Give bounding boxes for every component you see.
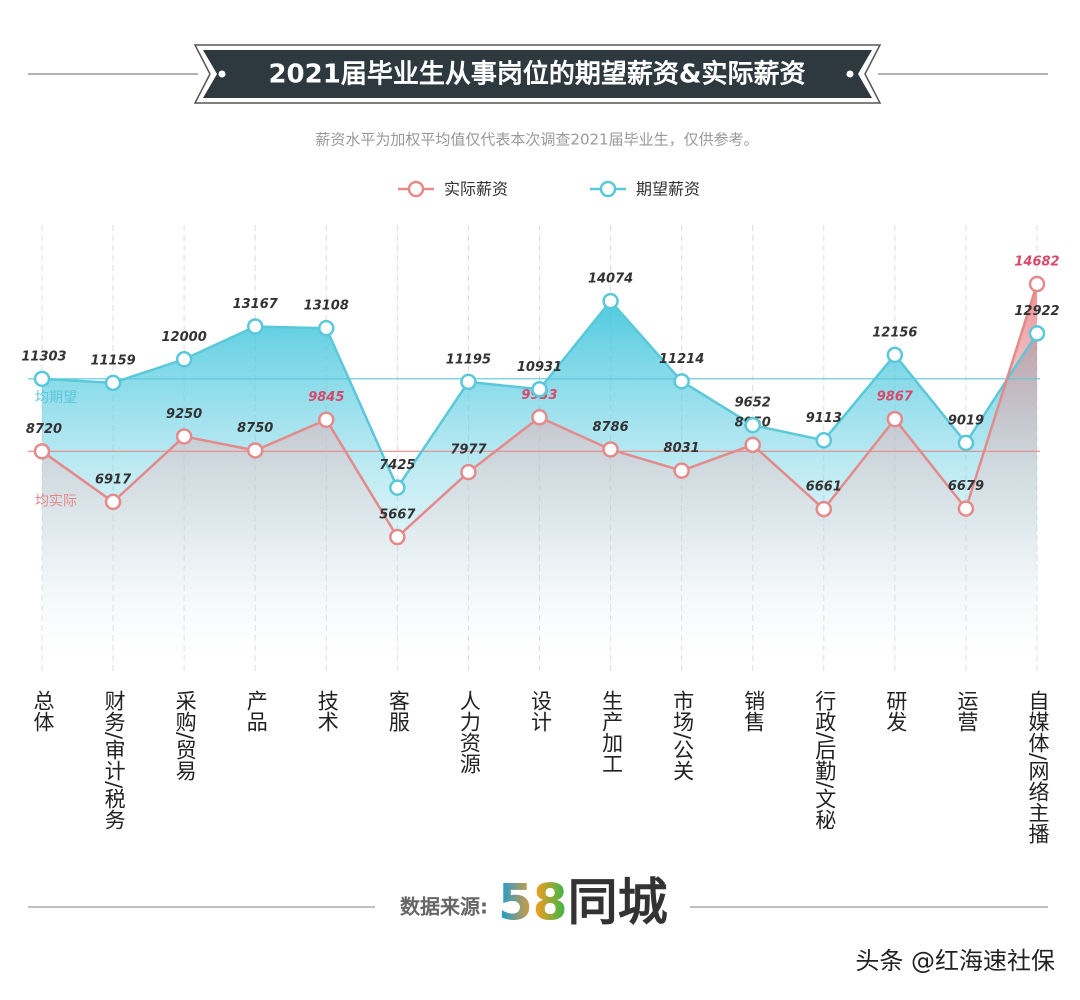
data-label: 8720 [26,422,62,437]
data-point [460,373,477,391]
data-label: 6679 [948,479,984,494]
data-point [602,441,619,458]
data-point [602,292,619,310]
data-point [33,370,51,388]
x-tick-label: 运营 [955,690,979,732]
x-tick-label: 销售 [742,690,766,732]
data-point [389,528,406,546]
data-point [246,442,264,459]
data-label: 9250 [166,407,202,422]
data-point [531,381,548,398]
data-point [33,443,51,460]
series-area [42,284,1037,675]
reference-label: 均期望 [35,390,77,406]
watermark: 头条 @红海速社保 [855,947,1055,975]
data-point [1028,275,1046,293]
legend-marker [599,180,617,198]
data-point [673,462,690,479]
x-tick-label: 技术 [315,690,339,732]
data-label: 13167 [233,297,279,312]
data-label: 11303 [21,349,66,364]
x-tick-label: 采购/贸易 [173,690,197,782]
data-point [318,319,335,337]
x-tick-label: 产品 [244,690,268,732]
data-point [104,493,122,511]
legend-marker [407,180,425,198]
x-tick-label: 客服 [386,690,410,732]
data-point [460,463,477,481]
data-point [104,374,122,392]
legend-label: 期望薪资 [636,180,700,199]
data-label: 7425 [379,458,415,473]
data-label: 9845 [308,390,344,405]
chart-subtitle: 薪资水平为加权平均值仅代表本次调查2021届毕业生，仅供参考。 [315,131,758,149]
ribbon-dot [218,70,226,78]
reference-label: 均实际 [35,493,77,509]
data-label: 11159 [90,353,135,368]
data-label: 11214 [659,352,704,367]
data-label: 9867 [877,390,914,405]
data-point [815,500,833,518]
ribbon-dot [846,70,854,78]
data-label: 13108 [304,299,349,314]
legend-label: 实际薪资 [444,180,508,199]
data-point [744,436,761,454]
source-logo: 58同城 [498,874,668,932]
data-label: 11195 [446,352,491,367]
data-label: 12000 [162,330,207,345]
data-point [815,432,833,449]
data-label: 9652 [735,396,771,411]
data-label: 14682 [1014,255,1059,270]
x-tick-label: 财务/审计/税务 [102,690,126,831]
data-label: 8750 [237,421,273,436]
data-label: 8786 [592,420,628,435]
x-tick-label: 生产加工 [600,690,624,774]
data-label: 12922 [1014,304,1059,319]
x-tick-label: 总体 [31,690,55,732]
data-label: 6917 [95,472,132,487]
data-point [318,411,335,428]
data-point [673,373,690,390]
data-label: 14074 [588,272,633,287]
data-point [744,416,761,434]
data-point [1028,325,1046,342]
data-point [957,500,975,517]
data-point [886,346,904,364]
data-point [531,409,548,426]
data-label: 10931 [517,360,562,375]
source-label: 数据来源: [400,895,488,919]
data-point [886,410,904,428]
data-label: 5667 [379,508,416,523]
data-label: 7977 [450,443,487,458]
x-tick-label: 研发 [884,690,908,732]
x-tick-label: 人力资源 [457,690,481,774]
x-tick-label: 行政/后勤/文秘 [813,690,837,831]
data-point [957,434,975,452]
title-ribbon [203,50,872,98]
data-point [175,351,193,368]
data-label: 12156 [872,325,917,340]
data-point [389,479,406,496]
data-label: 6661 [806,480,842,495]
x-tick-label: 设计 [529,690,553,732]
data-label: 9113 [806,411,842,426]
data-point [175,428,193,445]
x-tick-label: 自媒体/网络主播 [1026,690,1050,845]
data-label: 8031 [664,441,700,456]
data-label: 9019 [948,413,984,428]
x-tick-label: 市场/公关 [671,690,695,782]
chart-title: 2021届毕业生从事岗位的期望薪资&实际薪资 [268,59,805,90]
data-point [246,318,264,335]
